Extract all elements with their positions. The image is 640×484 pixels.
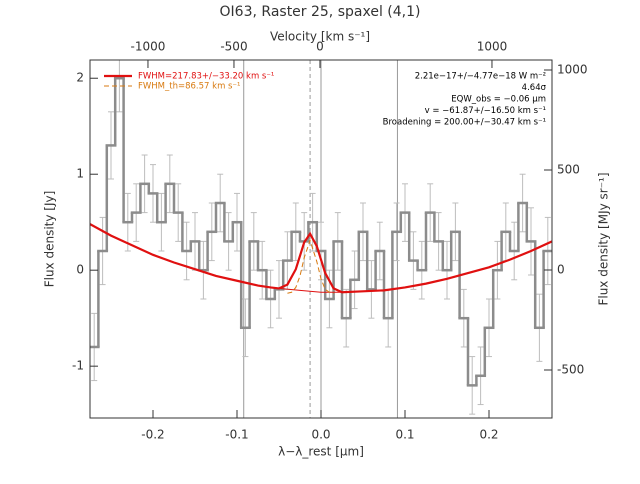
fit-line [287,238,334,294]
y-tick-label: 1 [76,167,84,181]
x2-tick-label: 0 [316,40,324,54]
x-tick-label: 0.2 [479,428,498,442]
x2-tick-label: 1000 [477,40,508,54]
annotation: Broadening = 200.00+/−30.47 km s⁻¹ [383,118,546,128]
x-tick-label: 0.0 [311,428,330,442]
y2-axis-label: Flux density [MJy sr⁻¹] [597,172,611,305]
x-axis-label: λ−λ_rest [μm] [278,445,364,459]
legend-label: FWHM=217.83+/−33.20 km s⁻¹ [138,72,274,82]
annotation: 4.64σ [522,83,547,93]
fit-line [90,223,552,294]
annotation: v = −61.87+/−16.50 km s⁻¹ [425,106,546,116]
legend-label: FWHM_th=86.57 km s⁻¹ [138,82,240,92]
x-tick-label: -0.2 [141,428,164,442]
x2-axis-label: Velocity [km s⁻¹] [270,30,370,44]
y-tick-label: -1 [72,359,84,373]
y2-tick-label: 500 [557,163,580,177]
y-tick-label: 0 [76,263,84,277]
x-tick-label: 0.1 [395,428,414,442]
y2-tick-label: 1000 [557,63,588,77]
x2-tick-label: -1000 [131,40,166,54]
y2-tick-label: -500 [557,363,584,377]
plot-content [90,60,552,418]
x-tick-label: -0.1 [225,428,248,442]
y-tick-label: 2 [76,71,84,85]
annotation: EQW_obs = −0.06 μm [451,95,546,105]
annotation: 2.21e−17+/−4.77e−18 W m⁻² [415,72,546,82]
y2-tick-label: 0 [557,263,565,277]
chart-title: OI63, Raster 25, spaxel (4,1) [220,4,421,20]
y-axis-label: Flux density [Jy] [43,191,57,288]
x2-tick-label: -500 [220,40,247,54]
plot-area [90,60,552,418]
